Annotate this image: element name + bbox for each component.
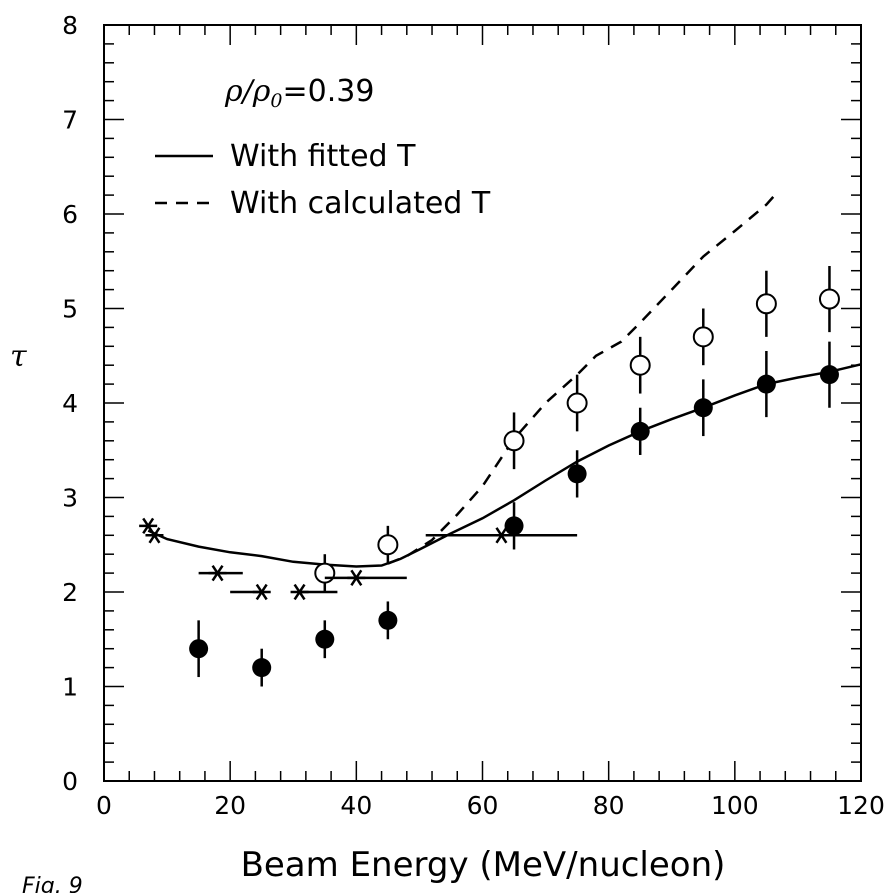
star-point xyxy=(252,583,271,601)
star-point xyxy=(290,583,309,601)
density-label: ρ/ρ0=0.39 xyxy=(224,74,374,112)
y-tick-label: 4 xyxy=(62,389,78,418)
filled-circle-point xyxy=(693,398,713,418)
plot-frame xyxy=(103,24,862,782)
y-tick-label: 5 xyxy=(62,295,78,324)
open-circle-point xyxy=(692,326,714,348)
tick-marks xyxy=(103,24,862,782)
filled-circle-point xyxy=(630,421,650,441)
x-tick-labels: 0 20 40 60 80 100 120 xyxy=(96,791,885,820)
legend-label-calculated: With calculated T xyxy=(230,186,491,221)
open-circle-point xyxy=(314,562,336,584)
x-tick-label: 120 xyxy=(837,791,885,820)
calculated-t-curve xyxy=(387,189,780,565)
open-circle-point xyxy=(755,293,777,315)
x-tick-label: 60 xyxy=(467,791,499,820)
star-stroke xyxy=(142,517,155,535)
star-stroke xyxy=(495,527,508,544)
axes xyxy=(103,24,862,782)
y-tick-label: 7 xyxy=(62,106,78,135)
y-axis-title: τ xyxy=(10,339,27,374)
figure-caption: Fig. 9 xyxy=(22,874,83,893)
legend: With fitted T With calculated T xyxy=(155,139,491,221)
x-tick-label: 80 xyxy=(593,791,625,820)
open-circle-point xyxy=(377,534,399,556)
star-stroke xyxy=(293,583,306,601)
filled-circle-point xyxy=(567,464,587,484)
legend-label-fitted: With fitted T xyxy=(230,139,416,174)
y-tick-label: 6 xyxy=(62,200,78,229)
y-tick-label: 3 xyxy=(62,484,78,513)
open-circle-point xyxy=(818,288,840,310)
density-subscript: 0 xyxy=(270,90,282,112)
x-tick-label: 100 xyxy=(711,791,759,820)
fitted-t-curve xyxy=(147,363,862,568)
y-tick-label: 1 xyxy=(62,673,78,702)
x-axis-title: Beam Energy (MeV/nucleon) xyxy=(241,845,726,885)
star-point xyxy=(208,564,227,582)
star-stroke xyxy=(350,569,363,586)
density-annotation: ρ/ρ0=0.39 xyxy=(224,74,374,112)
series xyxy=(139,189,862,687)
star-stroke xyxy=(211,564,224,582)
y-tick-label: 8 xyxy=(62,11,78,40)
filled-circle-point xyxy=(252,658,272,678)
density-value: =0.39 xyxy=(282,74,374,109)
star-series xyxy=(139,517,578,601)
filled-circle-point xyxy=(378,610,398,630)
filled-circle-point xyxy=(504,516,524,536)
x-tick-label: 0 xyxy=(96,791,112,820)
y-tick-labels: 0 1 2 3 4 5 6 7 8 xyxy=(62,11,78,796)
open-circle-point xyxy=(503,430,525,452)
open-circle-series xyxy=(314,265,840,592)
filled-circle-series xyxy=(189,341,839,687)
star-point xyxy=(145,527,164,544)
filled-circle-point xyxy=(756,374,776,394)
star-point xyxy=(492,527,511,544)
filled-circle-point xyxy=(189,639,209,659)
x-tick-label: 40 xyxy=(340,791,372,820)
filled-circle-point xyxy=(315,629,335,649)
y-tick-label: 0 xyxy=(62,767,78,796)
open-circle-point xyxy=(566,392,588,414)
star-stroke xyxy=(148,527,161,544)
filled-circle-point xyxy=(819,365,839,385)
star-stroke xyxy=(255,583,268,601)
x-tick-label: 20 xyxy=(214,791,246,820)
star-point xyxy=(347,569,366,586)
open-circle-point xyxy=(629,354,651,376)
density-symbol: ρ/ρ xyxy=(224,74,271,109)
y-tick-label: 2 xyxy=(62,578,78,607)
